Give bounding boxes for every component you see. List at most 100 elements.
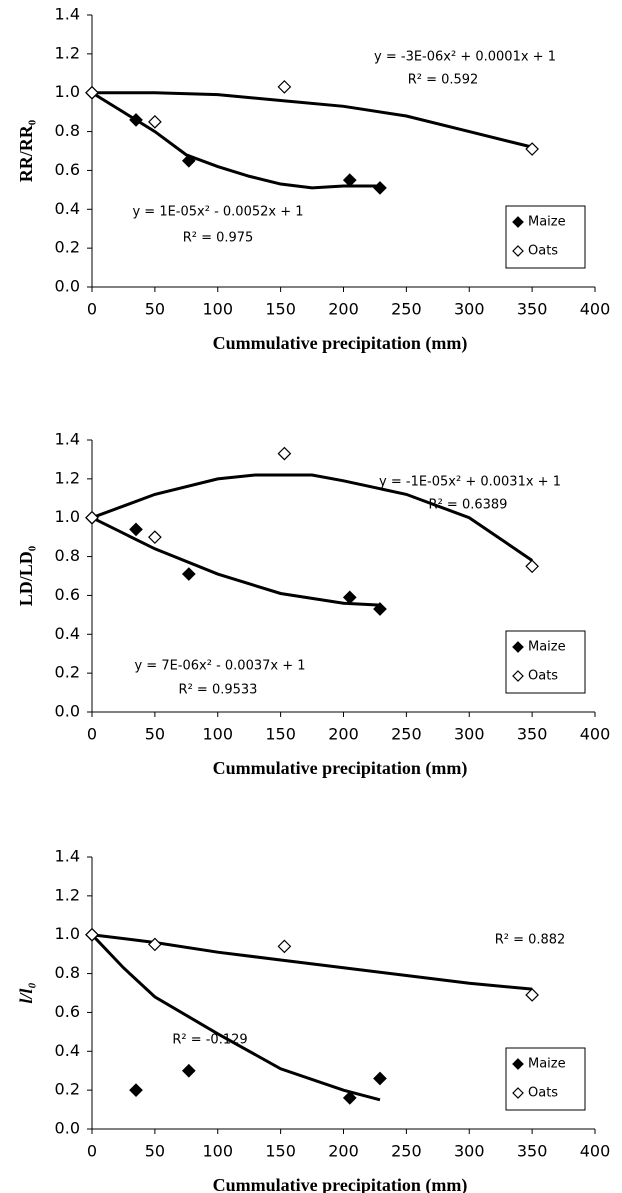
x-tick-label: 150 [265,1142,296,1161]
y-axis-title: l/l₀ [16,982,36,1003]
x-tick-label: 50 [145,1142,165,1161]
x-tick-label: 0 [87,725,97,744]
x-tick-label: 200 [328,300,359,319]
legend-marker [512,1087,524,1099]
annotation: R² = 0.882 [495,933,566,948]
point [373,1071,387,1086]
legend-label: Maize [528,1057,566,1072]
point [148,115,162,129]
point [181,567,196,581]
point [181,1063,196,1078]
x-tick-label: 100 [202,1142,233,1161]
point [85,927,99,942]
x-axis-title: Cummulative precipitation (mm) [213,758,468,779]
legend-box [505,205,586,269]
x-tick-label: 100 [202,725,233,744]
y-tick-label: 1.4 [55,430,80,449]
x-tick-label: 0 [87,1142,97,1161]
point [85,510,99,525]
y-tick-label: 0.6 [55,585,80,604]
point [181,153,196,168]
trend-line [90,933,381,1102]
point [342,173,357,187]
x-tick-label: 300 [454,1142,485,1161]
y-tick-label: 0.8 [55,546,80,565]
x-tick-label: 250 [391,300,422,319]
x-tick-label: 300 [454,725,485,744]
legend-label: Oats [528,244,558,259]
annotation: y = -1E-05x² + 0.0031x + 1 [379,475,561,490]
point [277,939,292,954]
y-tick-label: 0.6 [55,1002,80,1021]
legend-marker [512,245,524,257]
point [525,142,539,156]
trend-line [91,473,533,562]
y-tick-label: 1.0 [55,924,80,943]
point [148,530,162,544]
point [342,590,357,605]
x-tick-label: 250 [391,725,422,744]
legend-box [505,1047,586,1111]
point [148,937,162,952]
point [525,988,539,1002]
y-tick-label: 0.4 [55,1041,80,1060]
x-tick-label: 400 [580,300,611,319]
x-tick-label: 250 [391,1142,422,1161]
annotation: R² = -0.129 [172,1033,247,1048]
y-tick-label: 0.2 [55,663,80,682]
point [129,522,143,537]
point [129,1083,143,1097]
x-axis-title: Cummulative precipitation (mm) [213,1175,468,1193]
annotation: R² = 0.592 [408,73,479,88]
annotation: y = 1E-05x² - 0.0052x + 1 [132,205,303,220]
annotation: y = -3E-06x² + 0.0001x + 1 [374,50,556,65]
y-tick-label: 1.4 [55,5,80,24]
point [373,181,387,195]
legend-marker [512,670,524,682]
y-tick-label: 1.2 [55,468,80,487]
x-tick-label: 400 [580,725,611,744]
x-tick-label: 300 [454,300,485,319]
x-tick-label: 50 [145,725,165,744]
trend-line [92,91,533,149]
y-tick-label: 1.4 [55,847,80,866]
y-tick-label: 0.0 [55,277,80,296]
x-axis-title: Cummulative precipitation (mm) [213,333,468,354]
x-tick-label: 100 [202,300,233,319]
point [373,602,387,616]
point [342,1091,357,1105]
x-tick-label: 200 [328,1142,359,1161]
x-tick-label: 400 [580,1142,611,1161]
legend-label: Maize [528,640,566,655]
y-tick-label: 0.2 [55,238,80,257]
point [85,85,99,100]
point [277,80,292,94]
legend-label: Oats [528,669,558,684]
y-tick-label: 0.8 [55,121,80,140]
annotation: y = 7E-06x² - 0.0037x + 1 [134,659,305,674]
x-tick-label: 150 [265,725,296,744]
y-tick-label: 0.2 [55,1080,80,1099]
y-tick-label: 0.4 [55,624,80,643]
y-tick-label: 0.0 [55,702,80,721]
x-tick-label: 150 [265,300,296,319]
y-tick-label: 1.0 [55,82,80,101]
x-tick-label: 0 [87,300,97,319]
y-tick-label: 1.0 [55,507,80,526]
legend-marker [512,216,524,228]
x-tick-label: 50 [145,300,165,319]
y-axis-title: LD/LD₀ [16,546,36,606]
annotation: R² = 0.6389 [429,498,508,513]
legend-label: Maize [528,215,566,230]
x-tick-label: 200 [328,725,359,744]
legend-marker [512,641,524,653]
y-tick-label: 0.8 [55,963,80,982]
y-tick-label: 1.2 [55,43,80,62]
x-tick-label: 350 [517,725,548,744]
legend-label: Oats [528,1086,558,1101]
point [129,113,143,127]
annotation: R² = 0.975 [183,231,254,246]
point [277,446,292,461]
point [525,559,539,574]
